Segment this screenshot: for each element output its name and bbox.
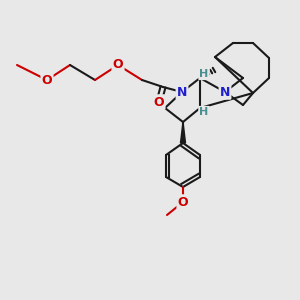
Text: N: N [220,85,230,98]
Text: O: O [42,74,52,86]
Text: N: N [177,85,187,98]
Polygon shape [181,122,185,143]
Text: H: H [200,107,208,117]
Text: O: O [113,58,123,71]
Text: O: O [178,196,188,208]
Text: H: H [200,69,208,79]
Text: O: O [154,95,164,109]
